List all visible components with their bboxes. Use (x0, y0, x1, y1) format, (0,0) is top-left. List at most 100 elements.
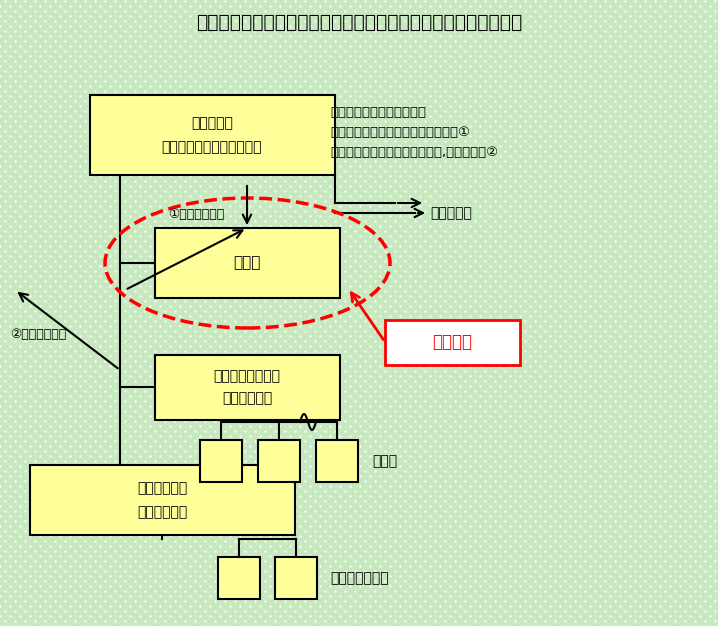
Point (114, 281, 126, 291)
Point (634, 231, 645, 241)
Point (514, 611, 526, 621)
Point (624, 411, 635, 421)
Point (234, 111, 246, 121)
Point (409, 26, 421, 36)
Point (465, 111, 476, 121)
Point (139, 576, 151, 586)
Point (320, 76, 331, 86)
Point (659, 586, 671, 596)
Point (460, 216, 471, 226)
Point (134, 381, 146, 391)
Point (419, 326, 431, 336)
Point (584, 101, 596, 111)
Point (139, 46, 151, 56)
Point (169, 256, 181, 266)
Point (364, 241, 376, 251)
Point (434, 201, 446, 211)
Point (534, 81, 546, 91)
Point (129, 566, 141, 576)
Point (50, 216, 61, 226)
Point (434, 231, 446, 241)
Point (539, 36, 551, 46)
Point (514, 371, 526, 381)
Point (519, 556, 531, 566)
Point (154, 401, 166, 411)
Point (229, 276, 241, 286)
Point (0, 546, 11, 556)
Point (204, 441, 215, 451)
Point (185, 281, 196, 291)
Point (654, 581, 666, 591)
Point (419, 166, 431, 176)
Point (434, 341, 446, 351)
Point (639, 326, 651, 336)
Point (29, 176, 41, 186)
Point (94, 71, 106, 81)
Point (325, 231, 336, 241)
Point (624, 61, 635, 71)
Point (84, 101, 95, 111)
Point (664, 171, 676, 181)
Point (24, 441, 36, 451)
Point (674, 491, 686, 501)
Point (509, 566, 521, 576)
Point (465, 421, 476, 431)
Point (409, 436, 421, 446)
Bar (385, 320, 520, 365)
Point (524, 41, 536, 51)
Point (684, 301, 696, 311)
Point (369, 406, 381, 416)
Point (229, 16, 241, 26)
Point (674, 351, 686, 361)
Point (74, 41, 85, 51)
Point (514, 71, 526, 81)
Point (574, 191, 586, 201)
Point (605, 211, 616, 221)
Point (55, 251, 66, 261)
Point (335, 431, 346, 441)
Point (509, 186, 521, 196)
Bar (316, 440, 358, 482)
Point (514, 211, 526, 221)
Point (39, 576, 51, 586)
Point (549, 306, 561, 316)
Point (239, 66, 251, 76)
Point (494, 411, 505, 421)
Point (229, 476, 241, 486)
Point (314, 611, 326, 621)
Point (465, 161, 476, 171)
Point (109, 226, 121, 236)
Point (559, 6, 571, 16)
Point (204, 31, 215, 41)
Point (224, 131, 236, 141)
Point (24, 551, 36, 561)
Point (9, 516, 21, 526)
Point (479, 326, 490, 336)
Point (579, 346, 591, 356)
Point (24, 201, 36, 211)
Point (549, 266, 561, 276)
Point (209, 376, 220, 386)
Point (19, 116, 31, 126)
Point (569, 436, 581, 446)
Point (149, 376, 161, 386)
Point (185, 451, 196, 461)
Point (394, 281, 406, 291)
Point (64, 481, 75, 491)
Point (659, 516, 671, 526)
Point (335, 421, 346, 431)
Point (494, 501, 505, 511)
Point (34, 131, 46, 141)
Point (279, 176, 291, 186)
Point (84, 161, 95, 171)
Point (335, 471, 346, 481)
Point (544, 101, 556, 111)
Point (29, 26, 41, 36)
Point (484, 261, 495, 271)
Point (349, 356, 360, 366)
Point (169, 0, 181, 6)
Point (404, 181, 416, 191)
Point (74, 181, 85, 191)
Point (669, 546, 681, 556)
Point (589, 596, 601, 606)
